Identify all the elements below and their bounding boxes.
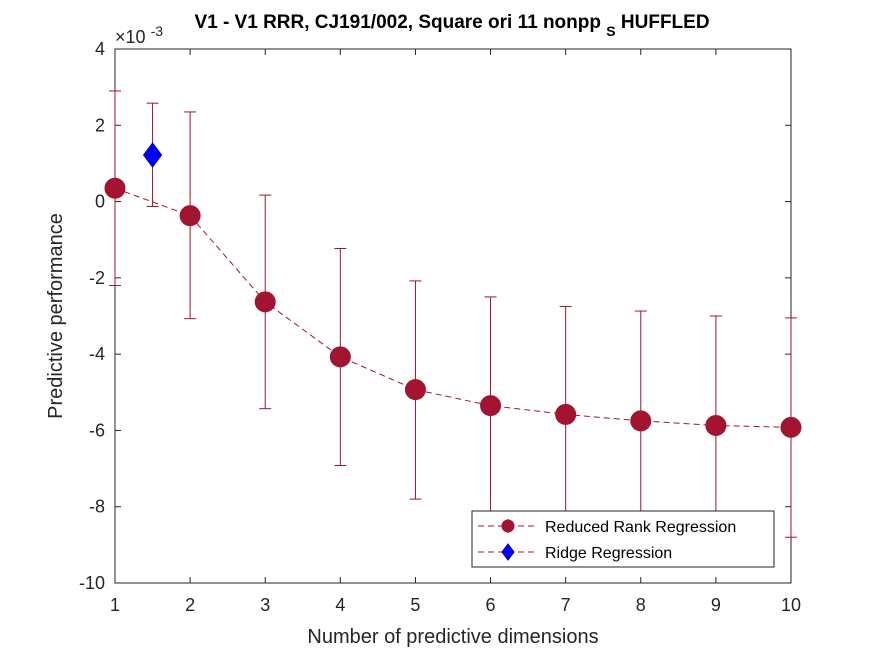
series-layer: [104, 90, 802, 538]
y-tick-label-5: 0: [95, 192, 105, 212]
y-tick-label-0: -10: [79, 573, 105, 593]
x-tick-labels: 1 2 3 4 5 6 7 8 9 10: [110, 595, 801, 615]
data-point-0-1: [179, 205, 201, 227]
x-tick-label-9: 10: [781, 595, 801, 615]
x-tick-label-6: 7: [561, 595, 571, 615]
y-tick-label-3: -4: [89, 344, 105, 364]
y-tick-label-4: -2: [89, 268, 105, 288]
data-point-0-2: [254, 291, 276, 313]
y-exponent-label: ×10 -3: [115, 23, 163, 47]
x-tick-label-4: 5: [410, 595, 420, 615]
x-tick-label-7: 8: [636, 595, 646, 615]
series-0: [104, 90, 802, 538]
legend-entry-ridge-regression: Ridge Regression: [478, 543, 672, 562]
x-tick-label-0: 1: [110, 595, 120, 615]
y-axis-label: Predictive performance: [45, 213, 67, 419]
series-1: [142, 102, 163, 208]
legend-marker-ridge-regression: [501, 543, 515, 561]
legend-label-reduced-rank-regression: Reduced Rank Regression: [545, 519, 736, 536]
x-tick-label-3: 4: [335, 595, 345, 615]
data-point-1-0: [142, 142, 163, 168]
chart-title: V1 - V1 RRR, CJ191/002, Square ori 11 no…: [194, 12, 709, 41]
axis-ticks: [114, 48, 792, 584]
data-point-0-8: [705, 414, 727, 436]
x-tick-label-1: 2: [185, 595, 195, 615]
plot-area: [114, 48, 792, 584]
x-tick-label-2: 3: [260, 595, 270, 615]
legend-entry-reduced-rank-regression: Reduced Rank Regression: [478, 519, 736, 536]
y-exponent-power: -3: [151, 23, 164, 39]
legend-label-ridge-regression: Ridge Regression: [545, 545, 672, 562]
data-point-0-7: [630, 410, 652, 432]
y-tick-label-7: 4: [95, 39, 105, 59]
y-tick-label-1: -8: [89, 497, 105, 517]
legend-box: [471, 510, 775, 568]
series-line-0: [114, 187, 792, 428]
y-exponent-base: ×10: [115, 27, 146, 47]
y-tick-labels: -10 -8 -6 -4 -2 0 2 4: [79, 39, 105, 593]
y-tick-label-6: 2: [95, 115, 105, 135]
legend: Reduced Rank Regression Ridge Regression: [471, 510, 775, 568]
data-point-0-6: [555, 403, 577, 425]
chart-title-main: V1 - V1 RRR, CJ191/002, Square ori 11 no…: [194, 12, 601, 33]
x-axis-label: Number of predictive dimensions: [307, 626, 598, 648]
data-point-0-0: [104, 177, 126, 199]
x-tick-label-5: 6: [486, 595, 496, 615]
chart-title-subscript: S: [606, 23, 615, 39]
data-point-0-3: [329, 346, 351, 368]
y-tick-label-2: -6: [89, 420, 105, 440]
x-tick-label-8: 9: [711, 595, 721, 615]
data-point-0-9: [780, 416, 802, 438]
data-point-0-4: [404, 379, 426, 401]
data-point-0-5: [480, 395, 502, 417]
chart-title-tail: HUFFLED: [621, 12, 710, 33]
legend-marker-reduced-rank-regression: [501, 519, 515, 533]
